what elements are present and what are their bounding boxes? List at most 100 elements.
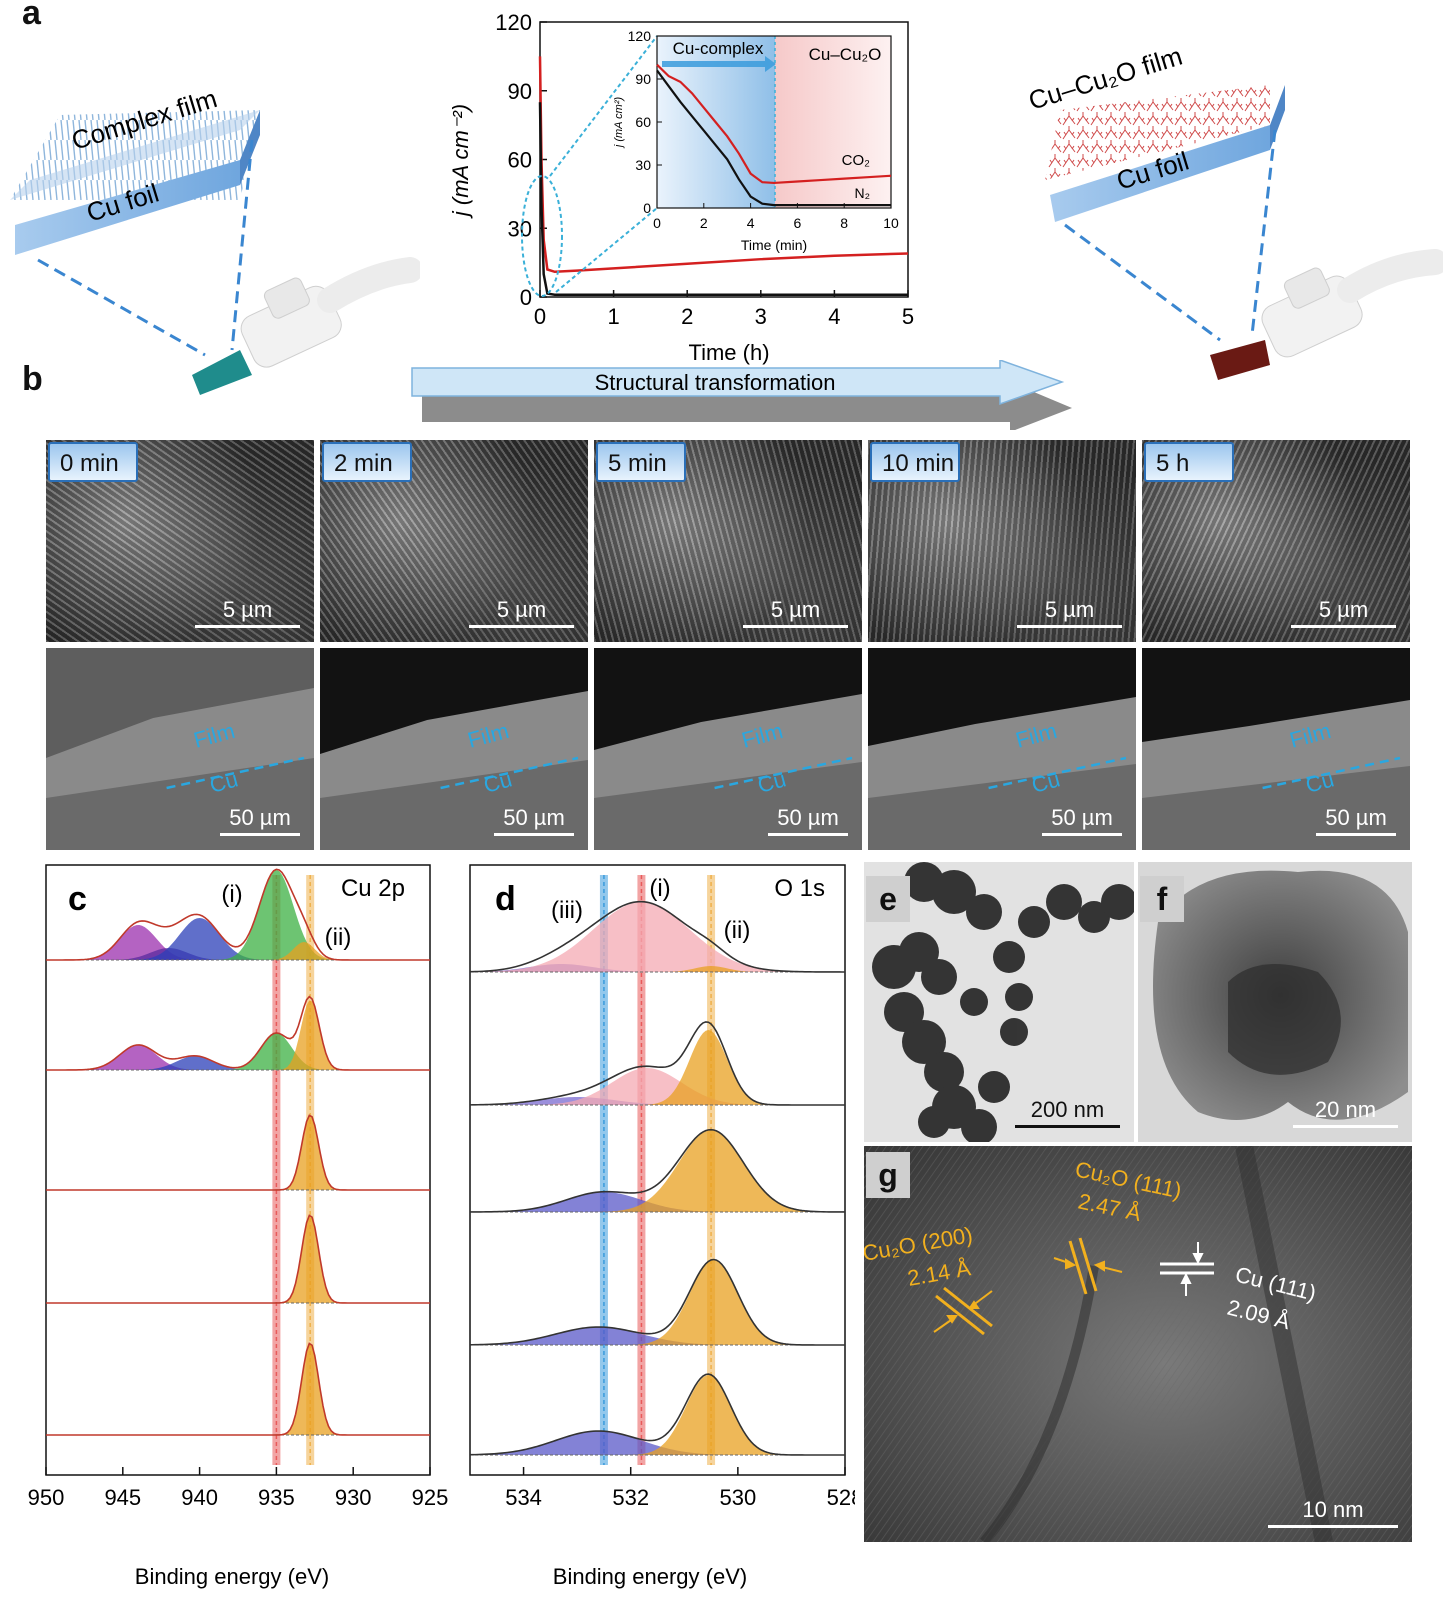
spectrum-envelope-2 xyxy=(469,1128,846,1213)
spectrum-envelope-2 xyxy=(46,1114,430,1191)
panel-letter-g: g xyxy=(866,1152,910,1198)
inset-x-tick-label: 6 xyxy=(794,215,802,231)
main-x-tick-label: 2 xyxy=(681,304,693,329)
inset-y-axis-label: j (mA cm²) xyxy=(613,97,625,150)
sem-top-scale-bar: 5 µm xyxy=(195,597,300,628)
sem-bottom-scale-bar: 50 µm xyxy=(1042,805,1122,836)
inset-y-tick-label: 60 xyxy=(635,114,651,130)
transformation-label: Structural transformation xyxy=(595,370,836,395)
o1s-marker-i: (i) xyxy=(649,875,670,902)
inset-region-cu-cu2o: Cu–Cu₂O xyxy=(809,45,882,64)
xps-x-tick-label: 950 xyxy=(28,1485,65,1510)
sem-cross-section-2: Film Cu 50 µm xyxy=(594,648,862,850)
fit-peak xyxy=(470,1327,845,1345)
cu2p-title: Cu 2p xyxy=(341,875,405,902)
spectrum-envelope-4 xyxy=(46,1342,430,1436)
fit-peak xyxy=(470,1068,845,1105)
fit-peak xyxy=(470,1260,845,1345)
spectrum-envelope-1 xyxy=(45,995,430,1071)
cu-layer xyxy=(46,758,314,850)
sem-bottom-scale-bar: 50 µm xyxy=(768,805,848,836)
time-tag: 5 min xyxy=(596,442,686,482)
xps-x-tick-label: 940 xyxy=(181,1485,218,1510)
sem-bottom-scale-bar: 50 µm xyxy=(1316,805,1396,836)
spectrum-envelope-4 xyxy=(469,1373,845,1456)
sem-top-scale-label: 5 µm xyxy=(496,597,547,622)
sem-cross-section-3: Film Cu 50 µm xyxy=(868,648,1136,850)
sem-top-scale-bar: 5 µm xyxy=(1017,597,1122,628)
xps-x-tick-label: 534 xyxy=(505,1485,542,1510)
tem-image-e: e 200 nm xyxy=(864,862,1134,1142)
sem-top-4: 5 h 5 µm xyxy=(1142,440,1410,642)
spectrum-envelope-0 xyxy=(45,868,430,961)
fit-peak xyxy=(470,1130,845,1212)
fit-peak xyxy=(46,1045,430,1070)
time-tag: 0 min xyxy=(48,442,138,482)
main-x-tick-label: 1 xyxy=(607,304,619,329)
interface-line xyxy=(440,756,579,790)
o1s-marker-iii: (iii) xyxy=(551,897,583,924)
sem-cross-section-4: Film Cu 50 µm xyxy=(1142,648,1410,850)
inset-y-tick-label: 30 xyxy=(635,157,651,173)
fit-peak xyxy=(46,948,430,960)
inset-y-tick-label: 120 xyxy=(628,28,652,44)
tem-f-scale-bar: 20 nm xyxy=(1293,1097,1398,1128)
xps-x-tick-label: 532 xyxy=(612,1485,649,1510)
hrtem-image-g: Cu₂O (200) 2.14 Å Cu₂O (111) 2.47 Å Cu (… xyxy=(864,1146,1412,1542)
panel-letter-c: c xyxy=(68,880,87,918)
sem-top-1: 2 min 5 µm xyxy=(320,440,588,642)
inset-x-tick-label: 10 xyxy=(883,215,899,231)
sem-bottom-scale-label: 50 µm xyxy=(1325,805,1387,830)
sem-top-scale-bar: 5 µm xyxy=(1291,597,1396,628)
sem-bottom-scale-label: 50 µm xyxy=(229,805,291,830)
interface-line xyxy=(714,756,853,790)
main-y-axis-label: j (mA cm⁻²) xyxy=(448,104,473,219)
panel-letter-d: d xyxy=(495,880,516,918)
xps-o1s-chart: 534 532 530 528 d O 1s (iii) (i) (ii) Bindi… xyxy=(469,864,855,1589)
inset-y-tick-label: 0 xyxy=(643,200,651,216)
main-series-line-1 xyxy=(538,102,908,296)
xps-x-tick-label: 530 xyxy=(719,1485,756,1510)
sem-top-3: 10 min 5 µm xyxy=(868,440,1136,642)
sem-cross-section-1: Film Cu 50 µm xyxy=(320,648,588,850)
o1s-marker-ii: (ii) xyxy=(724,917,751,944)
inset-series-line-1 xyxy=(656,69,891,207)
panel-letter-e: e xyxy=(866,876,910,922)
sem-bottom-scale-bar: 50 µm xyxy=(494,805,574,836)
inset-legend-co2: CO₂ xyxy=(842,152,871,169)
tem-e-scale-bar: 200 nm xyxy=(1015,1097,1120,1128)
sem-bottom-scale-label: 50 µm xyxy=(1051,805,1113,830)
sem-top-scale-label: 5 µm xyxy=(770,597,821,622)
complex-film-illustration: Complex film Cu foil xyxy=(10,83,420,395)
inset-region-cu-complex: Cu-complex xyxy=(673,39,764,58)
time-tag: 5 h xyxy=(1144,442,1234,482)
panel-letter-f: f xyxy=(1140,876,1184,922)
interface-line xyxy=(166,756,305,790)
cu-layer xyxy=(594,762,862,850)
spectrum-envelope-3 xyxy=(469,1258,846,1346)
cu2p-marker-ii: (ii) xyxy=(325,924,352,951)
sem-bottom-scale-label: 50 µm xyxy=(777,805,839,830)
inset-x-tick-label: 2 xyxy=(700,215,708,231)
fit-peak xyxy=(470,902,845,972)
interface-line xyxy=(988,756,1127,790)
o1s-x-axis-label: Binding energy (eV) xyxy=(553,1564,747,1589)
sem-top-0: 0 min 5 µm xyxy=(46,440,314,642)
inset-legend-n2: N₂ xyxy=(854,185,870,201)
main-x-tick-label: 3 xyxy=(755,304,767,329)
xps-x-tick-label: 528 xyxy=(827,1485,855,1510)
sem-cross-section-0: Film Cu 50 µm xyxy=(46,648,314,850)
sem-top-scale-label: 5 µm xyxy=(222,597,273,622)
sem-bottom-scale-label: 50 µm xyxy=(503,805,565,830)
main-y-tick-label: 60 xyxy=(508,148,532,173)
time-tag: 2 min xyxy=(322,442,412,482)
main-x-tick-label: 5 xyxy=(902,304,914,329)
xps-x-tick-label: 930 xyxy=(335,1485,372,1510)
sem-top-scale-bar: 5 µm xyxy=(469,597,574,628)
spectrum-envelope-3 xyxy=(46,1214,430,1304)
sem-top-2: 5 min 5 µm xyxy=(594,440,862,642)
xps-cu2p-chart: 950 945 940 935 930 925 c Cu 2p (i) (ii) Bind… xyxy=(28,864,448,1589)
inset-chart: 0 2 4 6 8 10 0 30 60 90 120 Cu-complex Cu–Cu₂O CO₂… xyxy=(613,28,899,253)
fit-peak xyxy=(470,1431,845,1455)
